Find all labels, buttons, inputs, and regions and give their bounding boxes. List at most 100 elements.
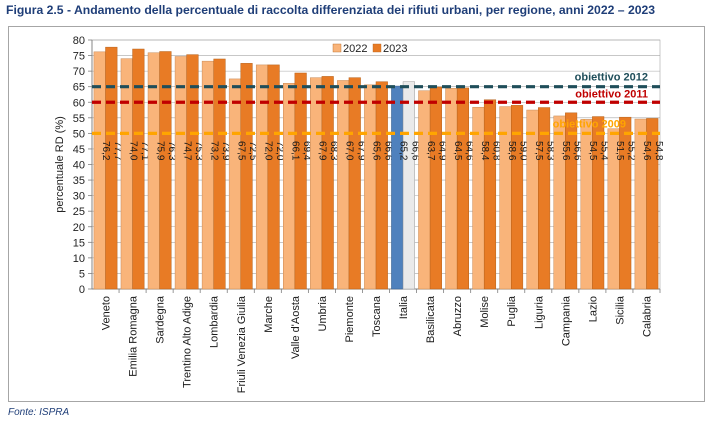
- bar-2023: [105, 46, 118, 290]
- bar-2022: [418, 90, 431, 290]
- bar-2023: [646, 118, 659, 290]
- bar-2023: [483, 99, 497, 290]
- bar-2023: [267, 64, 280, 290]
- data-label-2023: 68,3: [328, 141, 339, 161]
- data-label-2022: 58,6: [506, 141, 517, 161]
- data-label-2023: 66,6: [409, 141, 420, 161]
- bar-2023: [348, 77, 361, 290]
- bar-2022: [201, 60, 214, 290]
- data-label-2022: 63,7: [425, 141, 436, 161]
- data-label-2023: 77,7: [112, 141, 123, 161]
- data-label-2023: 54,8: [653, 141, 664, 161]
- x-tick-label: Liguria: [533, 295, 545, 329]
- legend-label: 2023: [383, 43, 407, 55]
- data-label-2023: 76,3: [166, 141, 177, 161]
- data-label-2022: 64,5: [452, 141, 463, 161]
- x-tick-label: Toscana: [371, 295, 383, 337]
- data-label-2023: 69,4: [301, 141, 312, 161]
- data-label-2022: 67,0: [344, 141, 355, 161]
- x-tick-label: Italia: [398, 295, 410, 319]
- bar-2023: [456, 87, 469, 290]
- data-label-2022: 58,4: [479, 141, 490, 161]
- legend-swatch: [372, 43, 382, 53]
- x-tick-label: Umbria: [317, 295, 329, 331]
- data-label-2022: 73,2: [208, 141, 219, 161]
- x-tick-label: Abruzzo: [452, 296, 464, 336]
- data-label-2022: 72,0: [263, 141, 274, 161]
- bar-2022: [445, 87, 458, 290]
- data-label-2022: 65,6: [371, 141, 382, 161]
- y-tick-label: 0: [79, 284, 85, 296]
- bar-2022: [310, 77, 323, 290]
- x-tick-label: Sicilia: [614, 295, 626, 325]
- data-label-2022: 65,2: [398, 141, 409, 161]
- reference-line-label: obiettivo 2009: [553, 118, 626, 130]
- y-tick-label: 75: [73, 51, 85, 63]
- y-tick-label: 65: [73, 82, 85, 94]
- x-tick-label: Puglia: [506, 295, 518, 326]
- bar-2023: [294, 72, 307, 290]
- bar-2023: [132, 48, 145, 290]
- chart-frame: [8, 26, 705, 402]
- bar-2022: [120, 58, 133, 290]
- y-tick-label: 35: [73, 175, 85, 187]
- y-tick-label: 40: [73, 160, 85, 172]
- data-label-2022: 67,9: [317, 141, 328, 161]
- data-label-2022: 57,5: [533, 141, 544, 161]
- figure-title: Figura 2.5 - Andamento della percentuale…: [6, 3, 656, 17]
- data-label-2023: 66,6: [382, 141, 393, 161]
- x-tick-label: Valle d'Aosta: [290, 295, 302, 359]
- y-tick-label: 50: [73, 128, 85, 140]
- x-tick-label: Emilia Romagna: [128, 295, 140, 377]
- data-label-2023: 55,4: [599, 141, 610, 161]
- x-tick-label: Trentino Alto Adige: [182, 296, 194, 388]
- bar-2022: [283, 83, 296, 290]
- y-tick-label: 20: [73, 222, 85, 234]
- data-label-2022: 51,5: [614, 141, 625, 161]
- data-label-2023: 58,3: [545, 141, 556, 161]
- data-label-2023: 59,0: [518, 141, 529, 161]
- y-tick-label: 5: [79, 268, 85, 280]
- x-tick-label: Sardegna: [155, 295, 167, 344]
- x-tick-label: Lombardia: [209, 295, 221, 348]
- data-label-2022: 67,5: [235, 141, 246, 161]
- bar-2023: [402, 81, 415, 290]
- bar-2023: [565, 112, 578, 290]
- y-tick-label: 55: [73, 113, 85, 125]
- y-tick-label: 70: [73, 66, 85, 78]
- bar-2022: [391, 85, 404, 290]
- bar-2023: [186, 54, 199, 290]
- bar-2023: [375, 81, 388, 290]
- y-tick-label: 60: [73, 97, 85, 109]
- x-tick-label: Piemonte: [344, 296, 356, 342]
- bar-2022: [364, 84, 377, 290]
- data-label-2022: 74,0: [127, 141, 138, 161]
- x-tick-label: Friuli Venezia Giulia: [236, 295, 248, 393]
- legend-label: 2022: [343, 43, 367, 55]
- data-label-2022: 66,1: [290, 141, 301, 161]
- bar-2023: [321, 76, 334, 290]
- data-label-2023: 56,6: [572, 141, 583, 161]
- bar-2023: [592, 116, 605, 290]
- bar-2022: [337, 80, 350, 290]
- y-tick-label: 80: [73, 35, 85, 47]
- bar-2022: [174, 56, 187, 290]
- data-label-2023: 75,3: [193, 141, 204, 161]
- data-label-2022: 76,2: [100, 141, 111, 161]
- data-label-2022: 55,6: [560, 141, 571, 161]
- bar-2022: [255, 64, 269, 290]
- x-tick-label: Veneto: [101, 296, 113, 330]
- bar-2023: [619, 116, 632, 290]
- data-label-2023: 60,8: [490, 141, 501, 161]
- data-label-2022: 74,7: [181, 141, 192, 161]
- data-label-2023: 64,9: [436, 141, 447, 161]
- y-axis-label: percentuale RD (%): [54, 116, 66, 213]
- bar-2022: [526, 109, 539, 290]
- y-tick-label: 10: [73, 253, 85, 265]
- data-label-2023: 67,9: [355, 141, 366, 161]
- y-tick-label: 30: [73, 191, 85, 203]
- data-label-2023: 73,9: [220, 141, 231, 161]
- bar-2022: [228, 78, 242, 290]
- bar-chart: 0 5 10 15 20 25 30 35 40 45 50 55 60 65 70 75 80 percentu…: [54, 35, 664, 393]
- x-tick-label: Marche: [263, 296, 275, 333]
